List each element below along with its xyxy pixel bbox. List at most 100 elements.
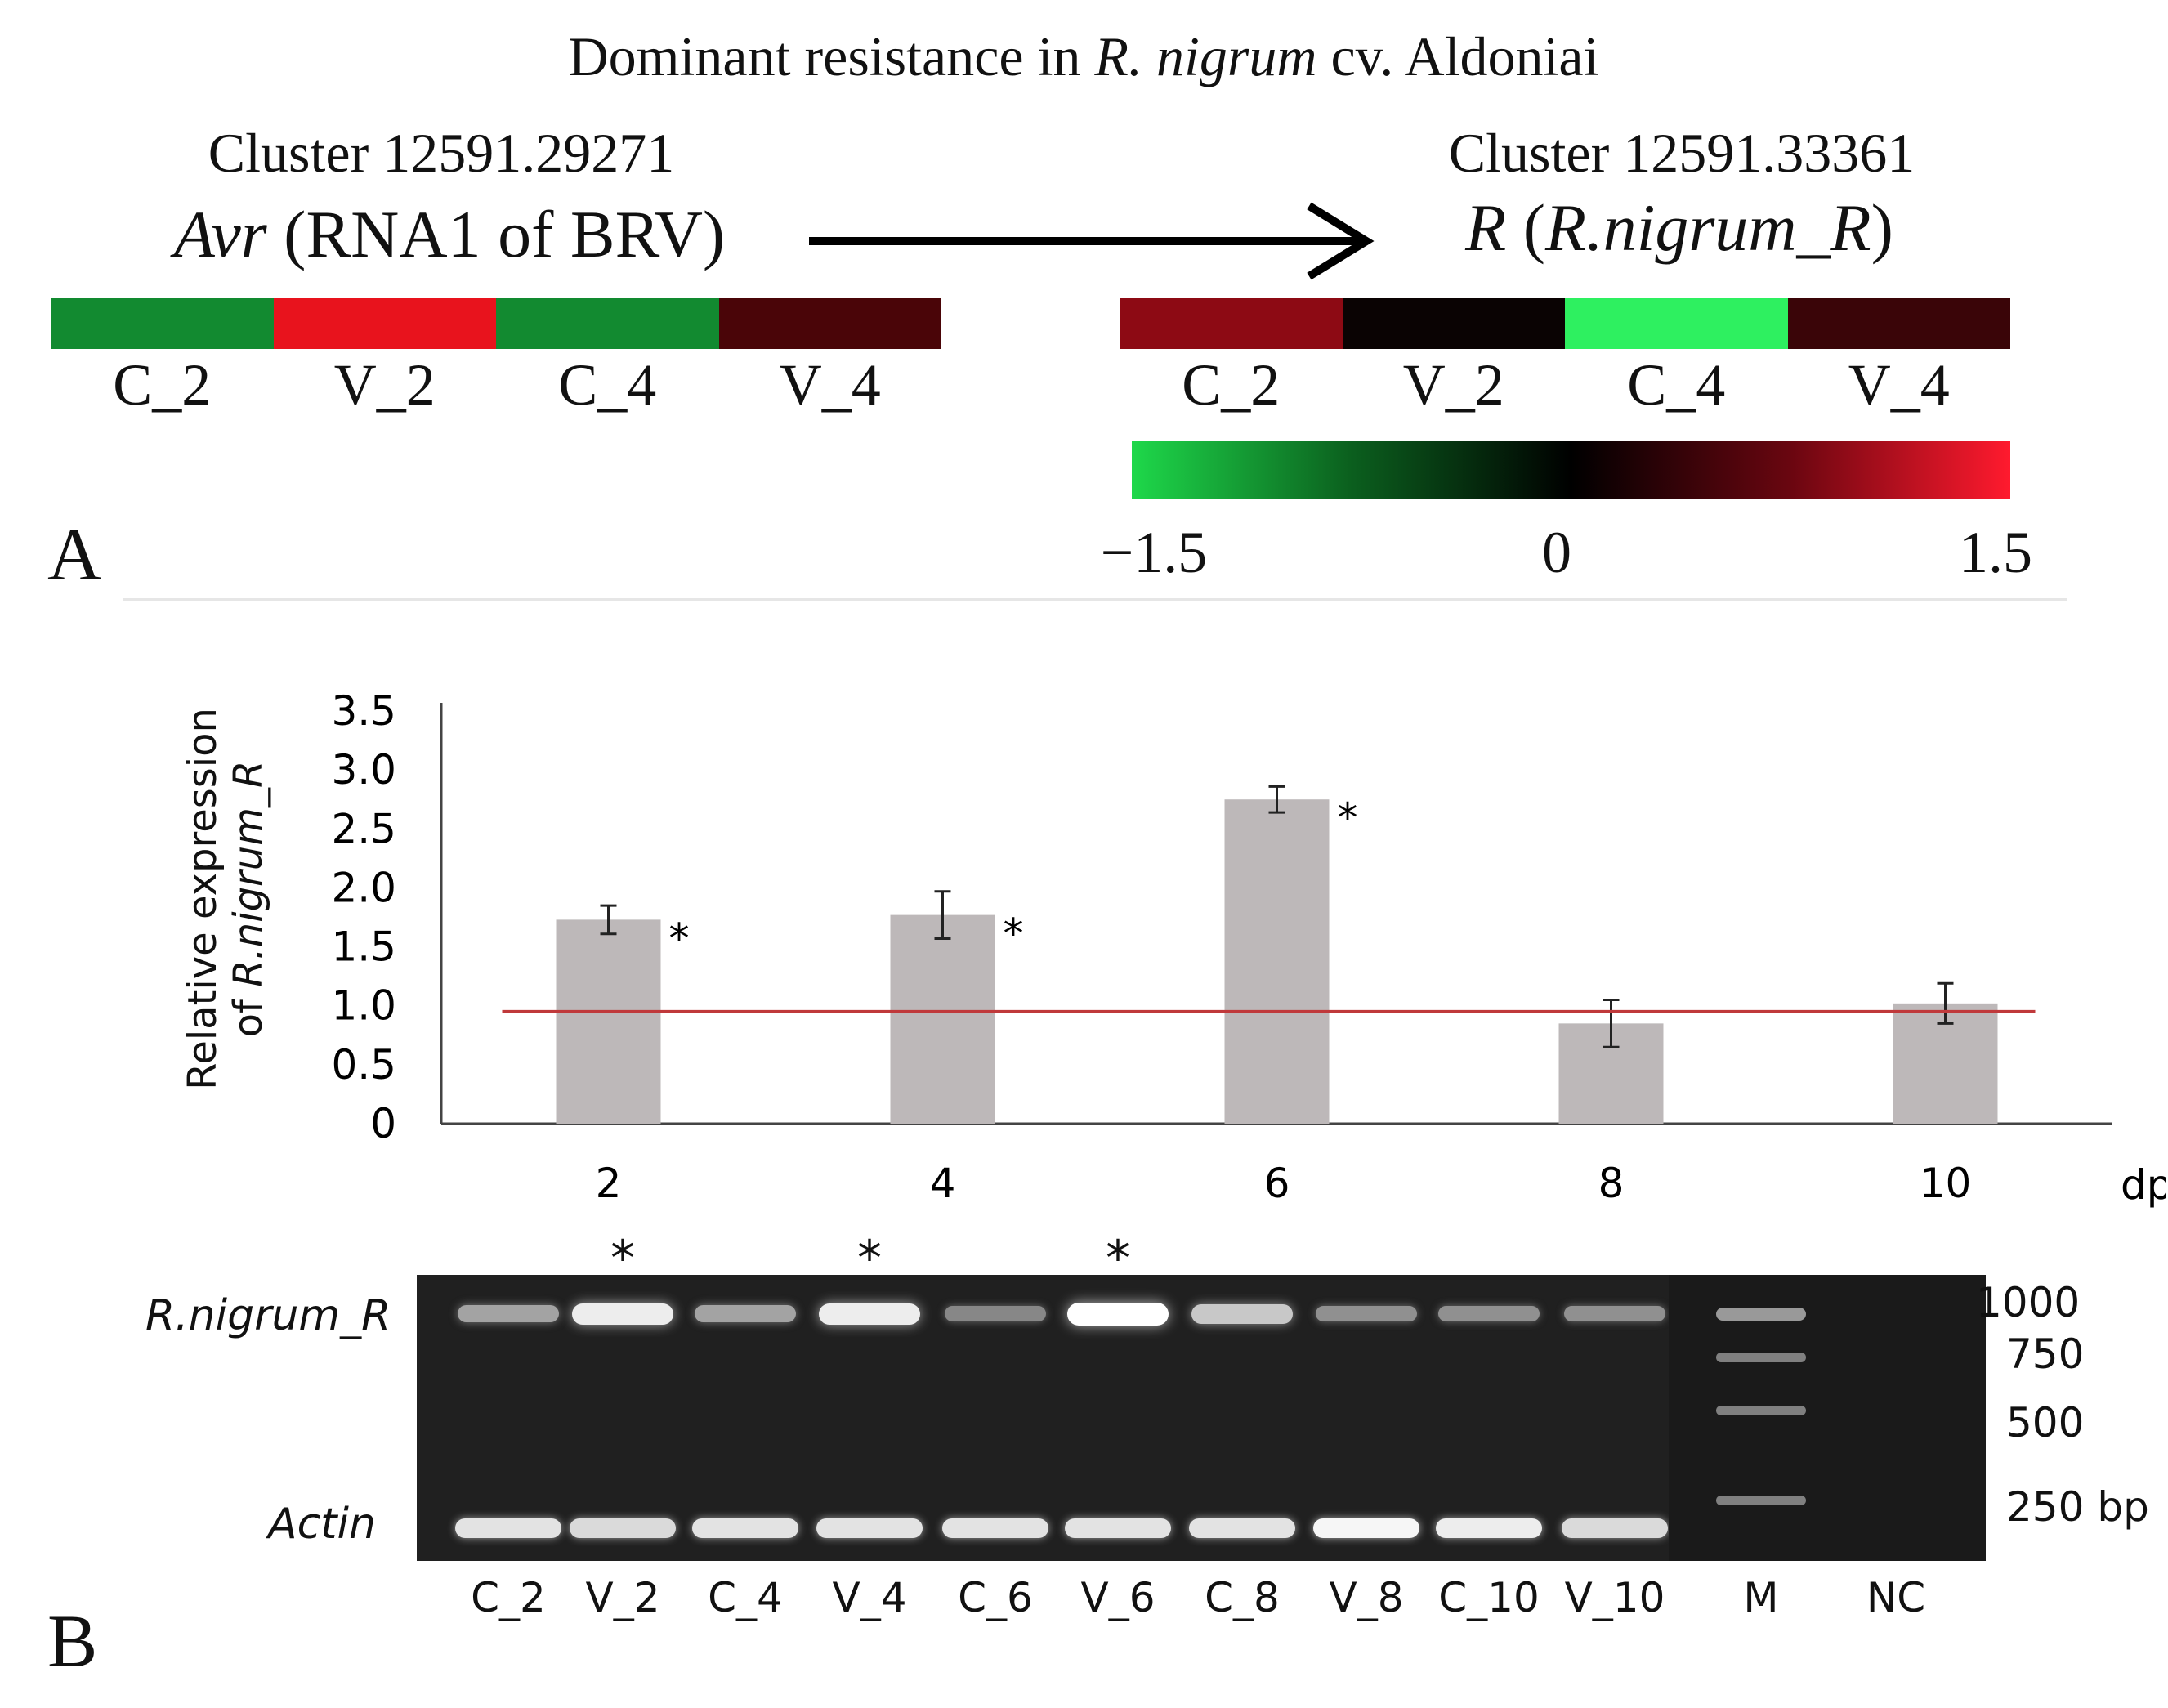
heatmap-label-c_4: C_4	[1627, 352, 1726, 418]
size-label-500: 500	[2006, 1399, 2085, 1446]
target-band-v_2	[572, 1303, 673, 1326]
actin-band-c_10	[1436, 1518, 1542, 1538]
heatmap-label-c_4: C_4	[558, 352, 657, 418]
x-tick-label: 6	[1264, 1160, 1290, 1207]
y-tick-label: 0	[370, 1100, 396, 1147]
lane-label-c_10: C_10	[1438, 1574, 1540, 1621]
actin-band-v_4	[816, 1518, 923, 1538]
lane-label-c_8: C_8	[1205, 1574, 1280, 1621]
heatmap-cell-v_2	[273, 298, 496, 349]
target-band-c_2	[458, 1305, 559, 1322]
lane-label-v_10: V_10	[1564, 1574, 1665, 1621]
actin-band-c_2	[455, 1518, 561, 1538]
x-tick-label: 2	[596, 1160, 622, 1207]
lane-label-v_2: V_2	[585, 1574, 660, 1621]
significance-star: *	[669, 914, 690, 962]
r-gene-label: R (R.nigrum_R)	[1465, 190, 1893, 265]
heatmap-cell-v_4	[718, 298, 941, 349]
lane-star-v_6: *	[1106, 1230, 1130, 1287]
heatmap-label-v_4: V_4	[1848, 352, 1950, 418]
panel-divider	[123, 598, 2067, 601]
gel-image	[417, 1275, 1986, 1561]
lane-star-v_2: *	[610, 1230, 635, 1287]
y-tick-label: 1.5	[331, 923, 396, 971]
heatmap-cell-c_2	[51, 298, 274, 349]
panel-b-letter: B	[47, 1599, 98, 1683]
y-tick-label: 3.5	[331, 687, 396, 735]
target-band-c_6	[945, 1305, 1046, 1321]
colorbar-min-label: −1.5	[1100, 520, 1208, 585]
bar	[890, 914, 995, 1124]
colorbar	[1132, 441, 2010, 499]
target-band-c_10	[1438, 1305, 1540, 1322]
marker-band	[1716, 1353, 1806, 1362]
lane-label-nc: NC	[1866, 1574, 1926, 1621]
heatmap-label-v_2: V_2	[1402, 352, 1504, 418]
target-band-c_8	[1191, 1303, 1293, 1324]
significance-star: *	[1004, 910, 1024, 958]
target-band-v_4	[819, 1303, 920, 1326]
gel-row-label-target: R.nigrum_R	[145, 1291, 391, 1340]
y-axis-label-line1: Relative expression	[180, 708, 226, 1090]
figure-title: Dominant resistance in R. nigrum cv. Ald…	[568, 25, 1599, 87]
bar	[556, 919, 661, 1124]
lane-label-v_4: V_4	[832, 1574, 907, 1621]
target-band-v_10	[1564, 1305, 1665, 1322]
colorbar-mid-label: 0	[1542, 520, 1571, 585]
target-band-c_4	[695, 1305, 796, 1322]
lane-label-c_6: C_6	[958, 1574, 1033, 1621]
x-tick-label: 10	[1920, 1160, 1972, 1207]
heatmap-cell-v_4	[1787, 298, 2010, 349]
size-label-1000: 1000	[1976, 1279, 2081, 1326]
heatmap-label-v_2: V_2	[333, 352, 436, 418]
heatmap-cell-c_4	[1565, 298, 1788, 349]
lane-label-m: M	[1743, 1574, 1779, 1621]
heatmap-cell-v_2	[1342, 298, 1565, 349]
target-band-v_6	[1067, 1303, 1169, 1326]
gel-sample-area	[417, 1275, 1669, 1561]
lane-label-c_4: C_4	[708, 1574, 783, 1621]
significance-star: *	[1338, 794, 1358, 842]
gel-row-label-actin: Actin	[268, 1500, 376, 1549]
size-label-250: 250 bp	[2006, 1483, 2149, 1531]
heatmap-cell-c_2	[1120, 298, 1343, 349]
y-tick-label: 0.5	[331, 1041, 396, 1089]
gel-marker-area	[1669, 1275, 1986, 1561]
actin-band-c_4	[692, 1518, 798, 1538]
lane-label-v_6: V_6	[1080, 1574, 1156, 1621]
y-tick-label: 3.0	[331, 746, 396, 794]
r-heatmap-row	[1120, 298, 2010, 349]
actin-band-v_8	[1313, 1518, 1419, 1538]
actin-band-c_8	[1189, 1518, 1295, 1538]
panel-a-letter: A	[47, 512, 102, 596]
y-axis-label: Relative expression of R.nigrum_R	[180, 666, 271, 1132]
y-tick-label: 1.0	[331, 982, 396, 1030]
marker-band	[1716, 1308, 1806, 1321]
interaction-arrow	[809, 202, 1375, 280]
y-tick-label: 2.0	[331, 864, 396, 911]
target-band-v_8	[1316, 1305, 1417, 1322]
marker-band	[1716, 1406, 1806, 1415]
right-cluster-id: Cluster 12591.33361	[1448, 122, 1915, 184]
bar	[1224, 799, 1330, 1124]
avr-heatmap-row	[51, 298, 941, 349]
lane-label-c_2: C_2	[471, 1574, 546, 1621]
heatmap-label-c_2: C_2	[113, 352, 212, 418]
colorbar-max-label: 1.5	[1959, 520, 2032, 585]
x-tick-label: 4	[930, 1160, 956, 1207]
y-tick-label: 2.5	[331, 805, 396, 852]
marker-band	[1716, 1496, 1806, 1505]
x-tick-label: 8	[1598, 1160, 1625, 1207]
lane-label-v_8: V_8	[1329, 1574, 1404, 1621]
expression-bar-chart: 0 0.5 1.0 1.5 2.0 2.5 3.0 3.5 * 2 * 4 * 6 8 10 dpi	[331, 687, 2166, 1209]
heatmap-cell-c_4	[496, 298, 719, 349]
size-label-750: 750	[2006, 1330, 2085, 1378]
x-axis-label: dpi	[2121, 1161, 2166, 1209]
actin-band-v_2	[570, 1518, 676, 1538]
heatmap-label-v_4: V_4	[779, 352, 881, 418]
actin-band-v_6	[1065, 1518, 1171, 1538]
actin-band-v_10	[1562, 1518, 1668, 1538]
heatmap-label-c_2: C_2	[1182, 352, 1281, 418]
actin-band-c_6	[942, 1518, 1048, 1538]
avr-gene-label: Avr (RNA1 of BRV)	[173, 197, 726, 271]
